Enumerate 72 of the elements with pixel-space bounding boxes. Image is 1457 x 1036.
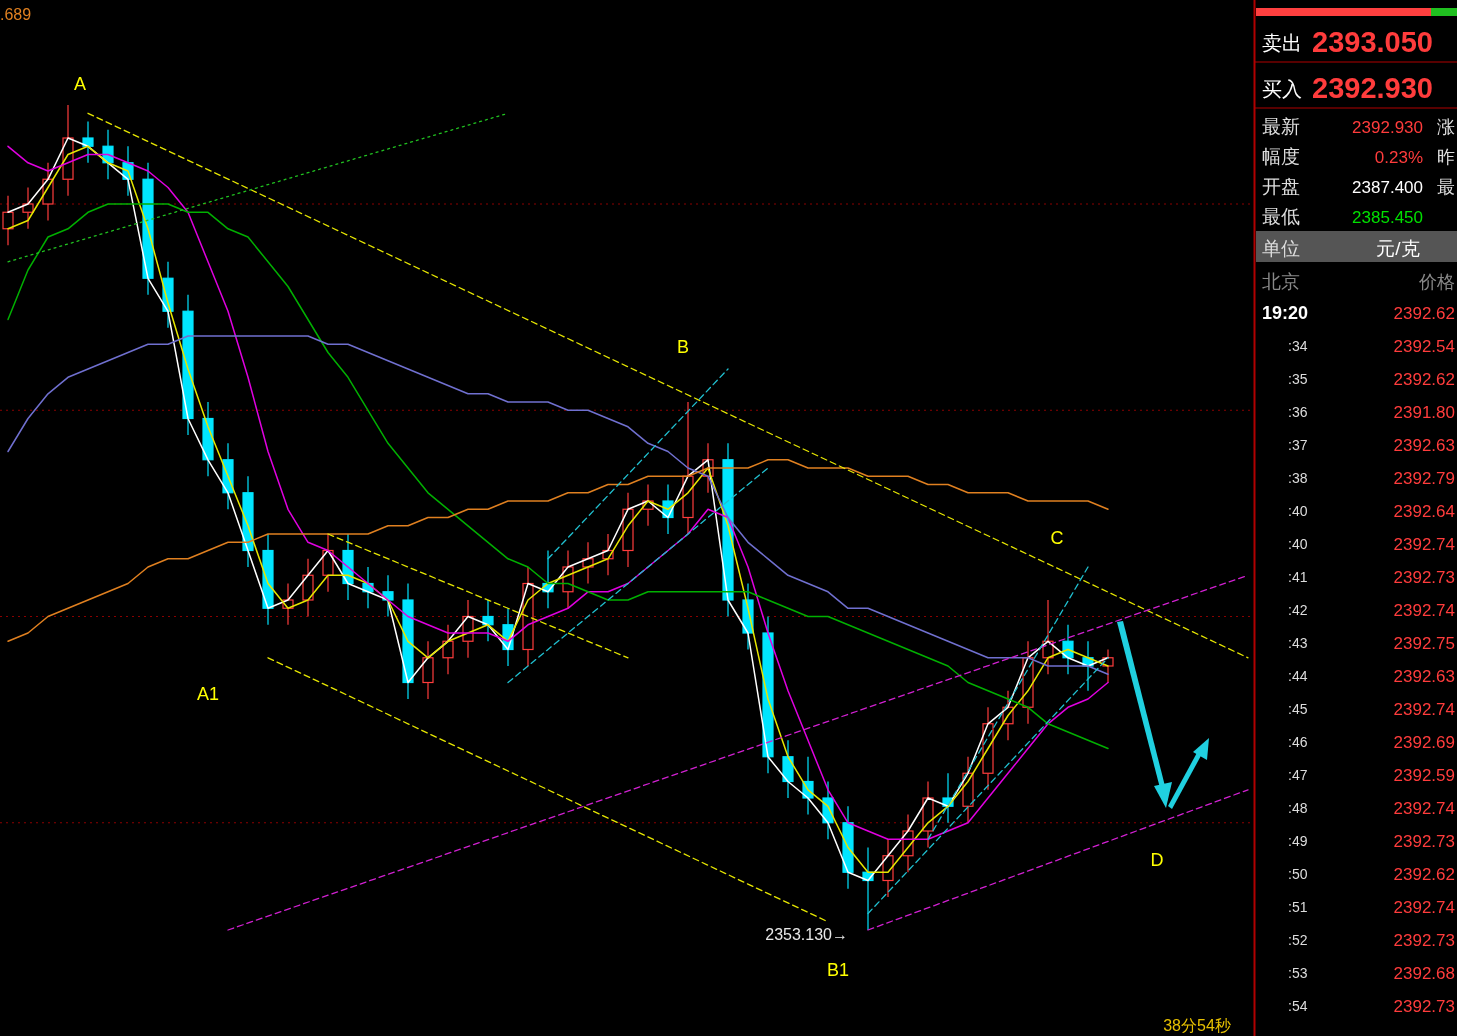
text: :40 [1288,536,1308,552]
text: 元/克 [1376,238,1420,259]
text: 2393.050 [1312,26,1433,58]
text: 2392.73 [1393,568,1455,587]
text: 2392.74 [1393,700,1455,719]
text: :44 [1288,668,1308,684]
text: 2392.69 [1393,733,1455,752]
text: 幅度 [1262,146,1300,167]
text: 2392.63 [1393,667,1455,686]
text: :36 [1288,404,1308,420]
text: :52 [1288,932,1308,948]
text: 2392.73 [1393,997,1455,1016]
text: 2392.79 [1393,469,1455,488]
text: 2392.73 [1393,931,1455,950]
text: :45 [1288,701,1308,717]
text: 2392.73 [1393,832,1455,851]
text: 开盘 [1262,176,1300,197]
text: 2392.62 [1393,370,1455,389]
text: 涨 [1437,117,1455,137]
annotation: 2353.130→ [765,926,848,943]
text: :51 [1288,899,1308,915]
text: 38分54秒 [1163,1017,1231,1034]
text: 19:20 [1262,303,1309,323]
text: 2392.74 [1393,799,1455,818]
text: 买入 [1262,78,1302,100]
text: B1 [826,960,850,980]
text: 2392.74 [1393,898,1455,917]
text: 0.23% [1374,148,1423,167]
text: 北京 [1262,271,1300,292]
text: :35 [1288,371,1308,387]
text: 最 [1437,177,1455,197]
text: :54 [1288,998,1308,1014]
text: .689 [0,6,32,23]
text: 2387.400 [1352,178,1423,197]
text: 2392.62 [1393,865,1455,884]
text: :46 [1288,734,1308,750]
text: :49 [1288,833,1308,849]
text: :40 [1288,503,1308,519]
text: 2392.75 [1393,634,1455,653]
text: 2392.62 [1393,304,1455,323]
text: 单位 [1262,238,1300,259]
text: A [73,74,87,94]
text: 2392.54 [1393,337,1455,356]
text: 最低 [1262,206,1300,227]
text: 最新 [1262,116,1300,137]
text: 2392.74 [1393,535,1455,554]
text: 2392.59 [1393,766,1455,785]
text: 2392.63 [1393,436,1455,455]
annotation: A1 [196,684,220,704]
text: 2391.80 [1393,403,1455,422]
text: 2392.68 [1393,964,1455,983]
text: :50 [1288,866,1308,882]
text: :47 [1288,767,1308,783]
text: :42 [1288,602,1308,618]
text: :37 [1288,437,1308,453]
annotation: C [1050,528,1064,548]
text: :34 [1288,338,1308,354]
text: 2392.930 [1312,72,1433,104]
text: :41 [1288,569,1308,585]
text: 2392.74 [1393,601,1455,620]
text: :48 [1288,800,1308,816]
text: :43 [1288,635,1308,651]
text: 卖出 [1262,32,1302,54]
text: 昨 [1437,147,1455,167]
text: 2392.64 [1393,502,1455,521]
text: 2385.450 [1352,208,1423,227]
text: 2392.930 [1352,118,1423,137]
text: :38 [1288,470,1308,486]
text: 价格 [1418,272,1455,292]
text: :53 [1288,965,1308,981]
annotation: B [676,337,690,357]
annotation: D [1150,850,1164,870]
